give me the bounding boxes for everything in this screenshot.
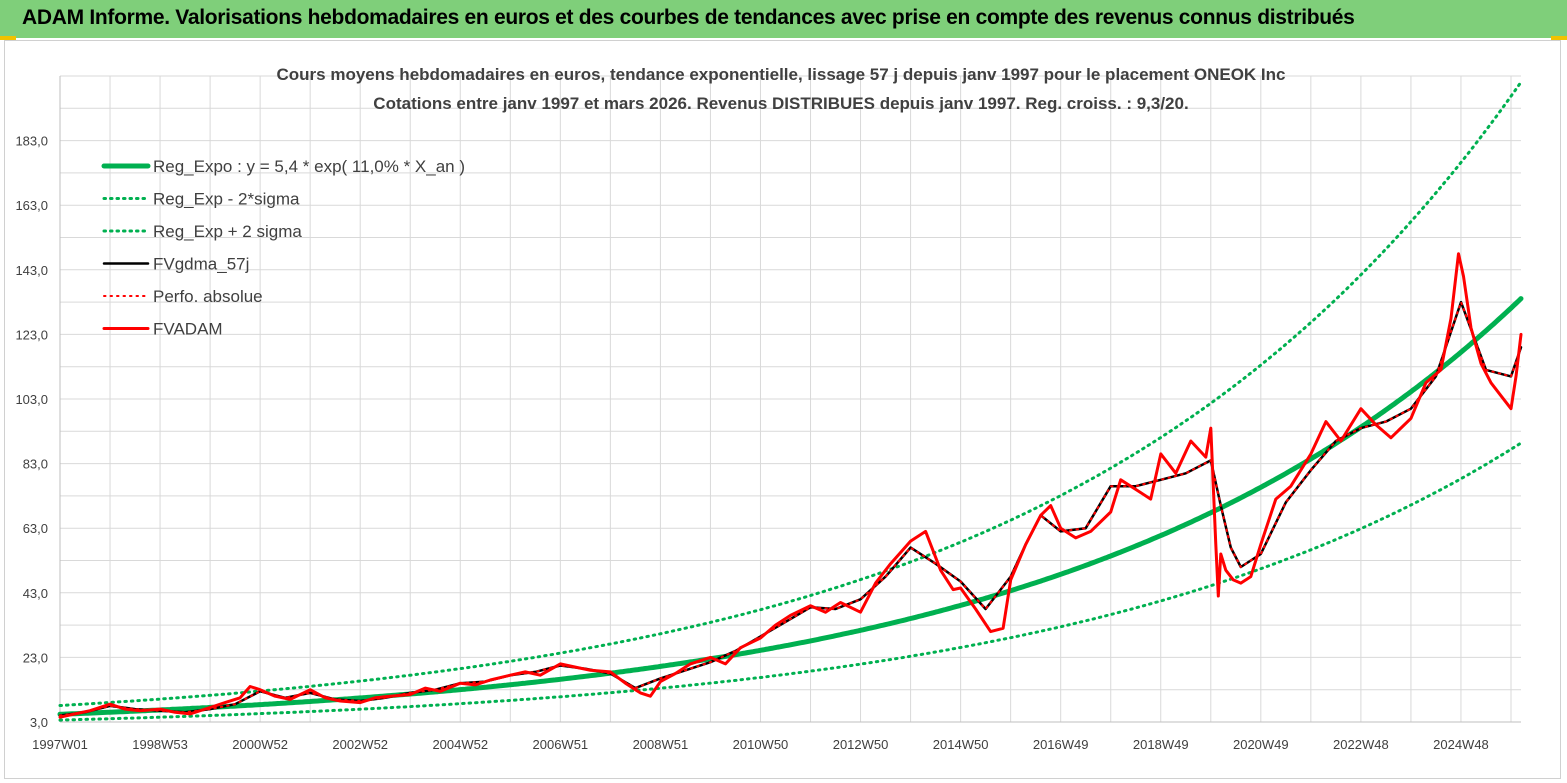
y-tick-label: 163,0: [15, 198, 48, 213]
y-tick-label: 83,0: [23, 457, 48, 472]
x-tick-label: 2014W50: [933, 737, 989, 752]
x-tick-label: 2018W49: [1133, 737, 1189, 752]
legend-label-1: Reg_Exp - 2*sigma: [153, 190, 300, 209]
legend-label-2: Reg_Exp + 2 sigma: [153, 222, 302, 241]
x-tick-label: 2002W52: [332, 737, 388, 752]
page-title: ADAM Informe. Valorisations hebdomadaire…: [22, 6, 1355, 29]
x-axis-ticks: 1997W01 1998W53 2000W52 2002W52 2004W52 2006W…: [32, 737, 1489, 752]
legend-label-3: FVgdma_57j: [153, 255, 249, 274]
x-tick-label: 2020W49: [1233, 737, 1289, 752]
chart-subtitle: Cotations entre janv 1997 et mars 2026. …: [373, 94, 1188, 113]
y-tick-label: 23,0: [23, 650, 48, 665]
y-tick-label: 103,0: [15, 392, 48, 407]
legend-label-5: FVADAM: [153, 320, 223, 339]
x-tick-label: 2016W49: [1033, 737, 1089, 752]
x-tick-label: 2008W51: [633, 737, 689, 752]
x-tick-label: 2004W52: [432, 737, 488, 752]
chart-title: Cours moyens hebdomadaires en euros, ten…: [277, 65, 1286, 84]
x-tick-label: 1998W53: [132, 737, 188, 752]
x-tick-label: 2022W48: [1333, 737, 1389, 752]
banner-accent-right: [1551, 36, 1567, 40]
x-tick-label: 2012W50: [833, 737, 889, 752]
y-tick-label: 43,0: [23, 586, 48, 601]
series-line-0: [57, 296, 1524, 717]
banner-accent-left: [0, 36, 16, 40]
legend-label-0: Reg_Expo : y = 5,4 * exp( 11,0% * X_an ): [153, 157, 465, 176]
series-line-3: [58, 300, 1523, 717]
x-tick-label: 2006W51: [533, 737, 589, 752]
chart-grid: [59, 75, 1521, 723]
header-banner: ADAM Informe. Valorisations hebdomadaire…: [0, 0, 1567, 38]
chart-frame: [4, 40, 1561, 779]
y-tick-label: 63,0: [23, 521, 48, 536]
x-tick-label: 2000W52: [232, 737, 288, 752]
chart-legend: Reg_Expo : y = 5,4 * exp( 11,0% * X_an )…: [101, 157, 465, 339]
y-axis-ticks: 3,0 23,0 43,0 63,0 83,0 103,0 123,0 143,0 163,0 1…: [15, 134, 48, 730]
x-tick-label: 2010W50: [733, 737, 789, 752]
chart-series: [57, 80, 1524, 722]
x-tick-label: 1997W01: [32, 737, 88, 752]
y-tick-label: 3,0: [30, 715, 48, 730]
series-line-4: [59, 301, 1522, 717]
y-tick-label: 183,0: [15, 134, 48, 149]
series-line-1: [58, 441, 1523, 722]
series-line-5: [58, 252, 1523, 719]
legend-label-4: Perfo. absolue: [153, 287, 263, 306]
y-tick-label: 143,0: [15, 263, 48, 278]
y-tick-label: 123,0: [15, 327, 48, 342]
x-tick-label: 2024W48: [1433, 737, 1489, 752]
